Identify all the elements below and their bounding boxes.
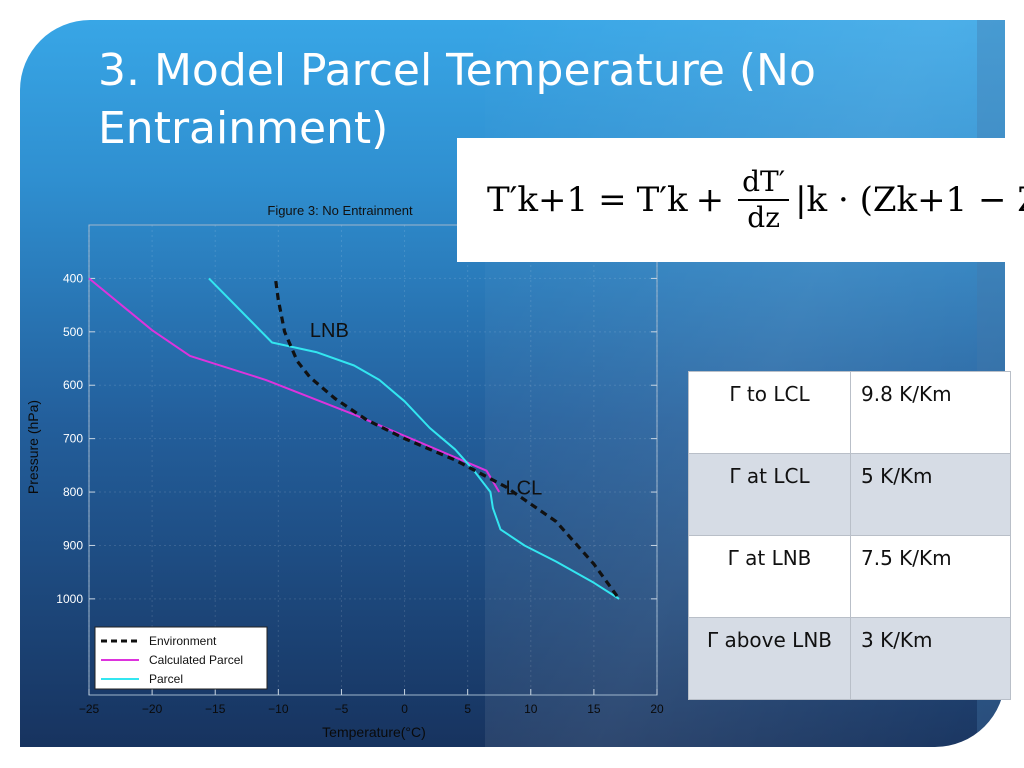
x-tick-label: −10 xyxy=(268,702,289,716)
eq-fraction: dT′ dz xyxy=(738,165,790,235)
y-axis-label: Pressure (hPa) xyxy=(25,400,41,494)
table-cell-value: 7.5 K/Km xyxy=(850,535,1011,618)
x-tick-label: −20 xyxy=(142,702,163,716)
legend-label: Calculated Parcel xyxy=(149,653,243,667)
equation: T′k+1 = T′k + dT′ dz |k · (Zk+1 − Zk) xyxy=(487,162,1024,238)
x-axis-label: Temperature(°C) xyxy=(322,724,426,740)
figure-chart: Figure 3: No Entrainment −25 −20 −15 −10 −5 0… xyxy=(25,203,664,740)
table-cell-value: 9.8 K/Km xyxy=(850,371,1011,454)
y-tick-label: 500 xyxy=(63,325,83,339)
x-tick-label: −25 xyxy=(79,702,100,716)
x-tick-label: −15 xyxy=(205,702,226,716)
series-line-environment xyxy=(274,280,621,600)
legend-label: Parcel xyxy=(149,672,183,686)
y-tick-label: 900 xyxy=(63,538,83,552)
table-row: Γ at LCL 5 K/Km xyxy=(688,453,1011,536)
eq-fraction-numerator: dT′ xyxy=(738,165,790,201)
y-tick-label: 600 xyxy=(63,378,83,392)
lapse-rate-table: Γ to LCL 9.8 K/Km Γ at LCL 5 K/Km Γ at L… xyxy=(688,371,1011,700)
table-row: Γ at LNB 7.5 K/Km xyxy=(688,535,1011,618)
y-tick-label: 700 xyxy=(63,432,83,446)
x-tick-label: 10 xyxy=(524,702,538,716)
y-tick-label: 400 xyxy=(63,271,83,285)
table-cell-label: Γ at LNB xyxy=(688,535,851,618)
series-line-calculated-parcel xyxy=(88,277,501,493)
eq-fraction-denominator: dz xyxy=(747,201,780,234)
eq-term: T′k xyxy=(636,180,688,220)
x-tick-label: 5 xyxy=(464,702,471,716)
slide-title: 3. Model Parcel Temperature (No Entrainm… xyxy=(98,45,816,154)
y-tick-label: 1000 xyxy=(56,592,83,606)
eq-plus: + xyxy=(695,180,725,220)
table-cell-value: 3 K/Km xyxy=(850,617,1011,700)
equation-box: T′k+1 = T′k + dT′ dz |k · (Zk+1 − Zk) xyxy=(457,138,1024,262)
annotation-lcl: LCL xyxy=(506,478,543,500)
table-row: Γ above LNB 3 K/Km xyxy=(688,617,1011,700)
eq-lhs: T′k+1 xyxy=(487,180,589,220)
table-cell-label: Γ to LCL xyxy=(688,371,851,454)
table-cell-value: 5 K/Km xyxy=(850,453,1011,536)
x-tick-label: −5 xyxy=(335,702,349,716)
legend-label: Environment xyxy=(149,634,217,648)
eq-equals: = xyxy=(598,180,627,220)
table-cell-label: Γ at LCL xyxy=(688,453,851,536)
x-tick-label: 0 xyxy=(401,702,408,716)
series-line-parcel xyxy=(208,277,620,600)
plot-area xyxy=(88,224,658,696)
table-row: Γ to LCL 9.8 K/Km xyxy=(688,371,1011,454)
chart-title: Figure 3: No Entrainment xyxy=(267,203,413,218)
x-tick-label: 20 xyxy=(650,702,664,716)
eq-tail: |k · (Zk+1 − Zk) xyxy=(795,180,1024,220)
y-tick-label: 800 xyxy=(63,485,83,499)
x-tick-label: 15 xyxy=(587,702,601,716)
table-cell-label: Γ above LNB xyxy=(688,617,851,700)
annotation-lnb: LNB xyxy=(310,320,349,342)
